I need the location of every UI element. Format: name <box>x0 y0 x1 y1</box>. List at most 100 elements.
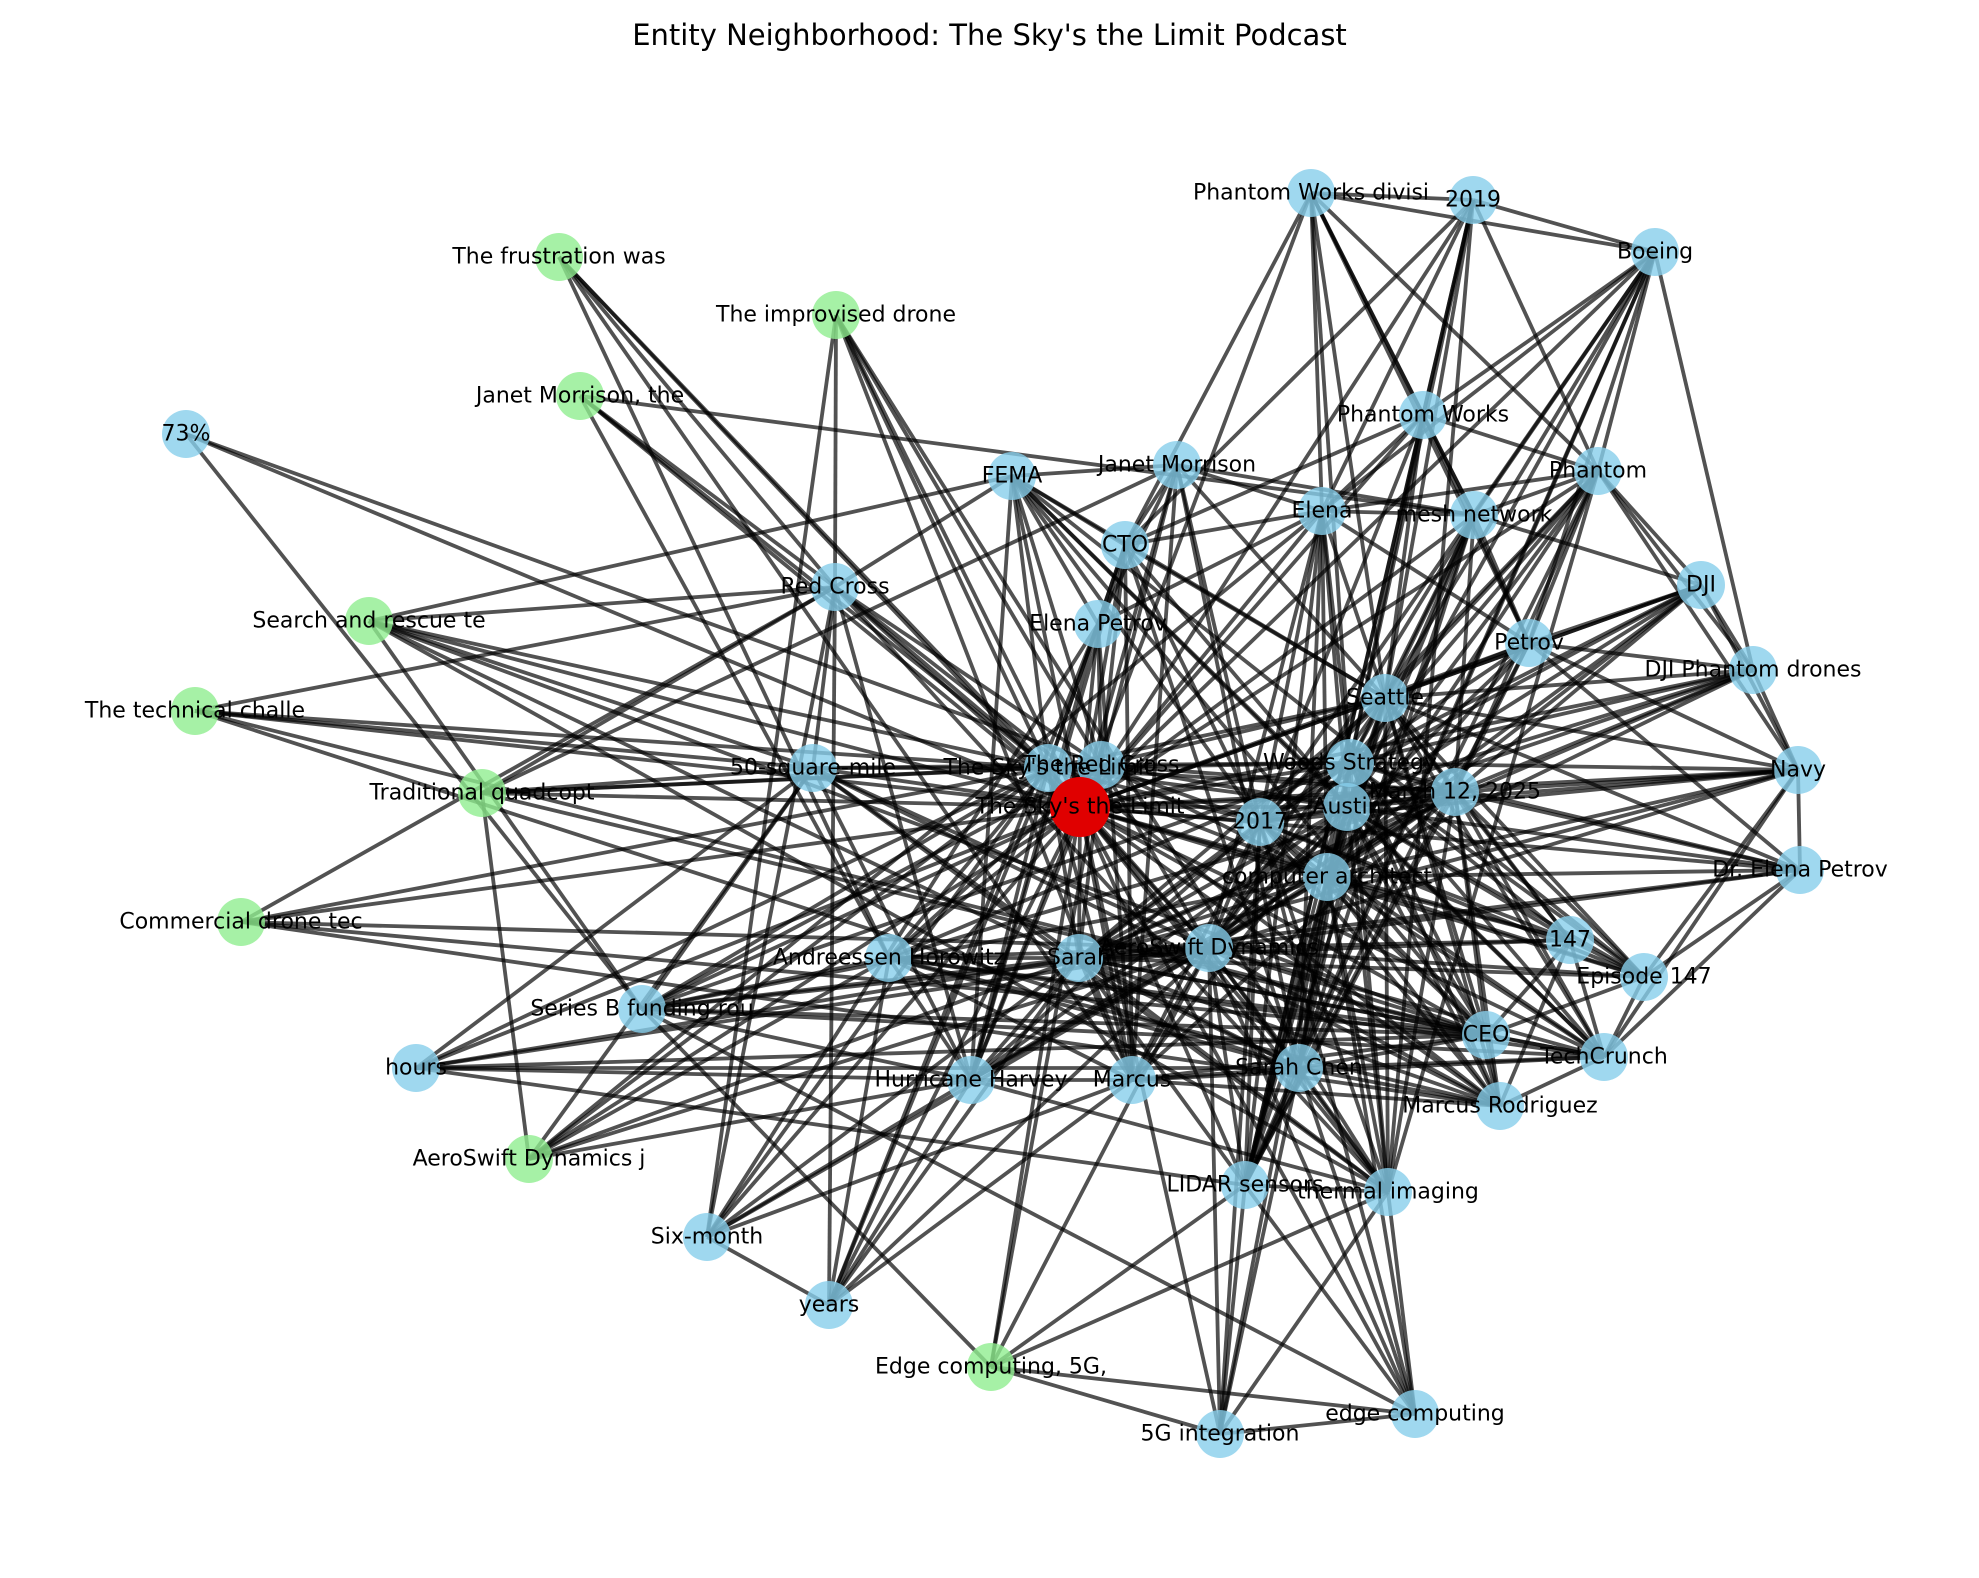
node-mile50[interactable] <box>789 744 837 792</box>
node-n147[interactable] <box>1546 916 1594 964</box>
node-edge5g[interactable] <box>967 1343 1015 1391</box>
node-phantomworksdiv[interactable] <box>1287 169 1335 217</box>
node-hours[interactable] <box>392 1044 440 1092</box>
node-janet[interactable] <box>1153 441 1201 489</box>
edge-sky2-hours <box>415 766 1049 1070</box>
node-seriesb[interactable] <box>618 985 666 1033</box>
edge-y2017-phantomworks <box>1258 414 1425 823</box>
node-sarahchen[interactable] <box>1275 1044 1323 1092</box>
node-aeroswiftj[interactable] <box>505 1135 553 1183</box>
node-label-phantomworks: Phantom Works <box>1337 403 1509 428</box>
edge-searchrescue-ceo <box>368 619 1487 1037</box>
edge-center-thermal <box>1078 805 1390 1194</box>
node-edgecomp[interactable] <box>1391 1390 1439 1438</box>
edge-cto-elena <box>1124 509 1323 547</box>
edge-navy-episode147 <box>1642 768 1800 979</box>
node-marcus[interactable] <box>1108 1056 1156 1104</box>
edge-y2017-marcusrod <box>1258 820 1502 1108</box>
edge-elena-aeroswiftj <box>527 509 1324 1161</box>
node-djiphantom[interactable] <box>1729 646 1777 694</box>
edge-aeroswiftj-mile50 <box>527 766 815 1161</box>
node-navy[interactable] <box>1774 746 1822 794</box>
node-label-petrov: Petrov <box>1494 631 1564 656</box>
node-mesh[interactable] <box>1450 491 1498 539</box>
edge-marcus-sixmonth <box>706 1078 1133 1239</box>
node-center[interactable] <box>1050 777 1110 837</box>
node-marcusrod[interactable] <box>1476 1082 1524 1130</box>
edge-elena-lidar <box>1243 510 1324 1186</box>
edge-center-phantomworksdiv <box>1078 192 1313 808</box>
edge-navy-techcrunch <box>1602 768 1800 1059</box>
edge-center-pct73 <box>185 432 1081 809</box>
node-y2017[interactable] <box>1236 798 1284 846</box>
edge-woods-andreessen <box>888 761 1351 960</box>
node-redcross[interactable] <box>811 563 859 611</box>
edge-boeing-elena <box>1320 250 1657 513</box>
edge-seattle-y2019 <box>1383 199 1475 699</box>
edge-thermal-edgecomp <box>1386 1191 1417 1415</box>
edge-aeroswiftj-andreessen <box>528 956 890 1161</box>
node-pct73[interactable] <box>162 410 210 458</box>
node-drelena[interactable] <box>1776 846 1824 894</box>
node-techcrunch[interactable] <box>1580 1033 1628 1081</box>
node-woods[interactable] <box>1326 739 1374 787</box>
node-phantomworks[interactable] <box>1399 391 1447 439</box>
node-label-aeroswift: AeroSwift Dynamics <box>1099 936 1319 961</box>
node-redcross2[interactable] <box>1077 741 1125 789</box>
node-elenapetrov[interactable] <box>1074 600 1122 648</box>
node-march[interactable] <box>1431 768 1479 816</box>
node-improvised[interactable] <box>812 291 860 339</box>
edge-seattle-janet <box>1175 463 1387 700</box>
node-y2019[interactable] <box>1449 176 1497 224</box>
node-label-redcross: Red Cross <box>780 575 889 600</box>
node-andreessen[interactable] <box>865 934 913 982</box>
node-sixmonth[interactable] <box>683 1213 731 1261</box>
node-years[interactable] <box>805 1281 853 1329</box>
node-elena[interactable] <box>1298 487 1346 535</box>
node-label-janetthe: Janet Morrison, the <box>474 384 684 409</box>
node-label-boeing: Boeing <box>1617 240 1693 265</box>
node-phantom[interactable] <box>1574 447 1622 495</box>
node-commercial[interactable] <box>217 898 265 946</box>
edge-phantomworksdiv-phantom <box>1309 191 1600 473</box>
edge-searchrescue-thermal <box>368 619 1389 1194</box>
edge-phantomworks-phantom <box>1422 413 1599 473</box>
node-label-aeroswiftj: AeroSwift Dynamics j <box>413 1147 646 1172</box>
node-computer[interactable] <box>1303 853 1351 901</box>
node-label-elenapetrov: Elena Petrov <box>1029 612 1167 637</box>
node-cto[interactable] <box>1101 521 1149 569</box>
node-sky2[interactable] <box>1024 744 1072 792</box>
node-austin[interactable] <box>1323 783 1371 831</box>
node-ceo[interactable] <box>1462 1011 1510 1059</box>
node-thermal[interactable] <box>1364 1168 1412 1216</box>
edge-sky2-sixmonth <box>705 766 1050 1239</box>
edge-janetthe-andreessen <box>578 395 891 959</box>
node-traditional[interactable] <box>458 769 506 817</box>
edge-technical-sarahchen <box>194 709 1300 1070</box>
node-dji[interactable] <box>1677 561 1725 609</box>
node-technical[interactable] <box>171 687 219 735</box>
node-aeroswift[interactable] <box>1185 924 1233 972</box>
node-episode147[interactable] <box>1620 953 1668 1001</box>
node-boeing[interactable] <box>1631 228 1679 276</box>
node-fema[interactable] <box>988 452 1036 500</box>
edge-seriesb-ceo <box>641 1007 1487 1037</box>
edge-janet-elena <box>1176 463 1323 513</box>
node-janetthe[interactable] <box>556 372 604 420</box>
node-sarah[interactable] <box>1055 934 1103 982</box>
node-hurricane[interactable] <box>947 1056 995 1104</box>
edge-hours-lidar <box>415 1066 1246 1187</box>
edge-phantomworksdiv-cto <box>1123 192 1313 546</box>
node-searchrescue[interactable] <box>345 597 393 645</box>
node-g5[interactable] <box>1196 1410 1244 1458</box>
edge-fema-ceo <box>1010 474 1488 1037</box>
node-frustration[interactable] <box>535 233 583 281</box>
edge-computer-episode147 <box>1326 875 1645 979</box>
node-petrov[interactable] <box>1505 619 1553 667</box>
edge-lidar-edgecomp <box>1243 1183 1417 1416</box>
edge-djiphantom-petrov <box>1528 641 1754 672</box>
edge-frustration-andreessen <box>557 256 891 959</box>
node-label-searchrescue: Search and rescue te <box>252 609 485 634</box>
node-lidar[interactable] <box>1221 1161 1269 1209</box>
node-seattle[interactable] <box>1361 674 1409 722</box>
